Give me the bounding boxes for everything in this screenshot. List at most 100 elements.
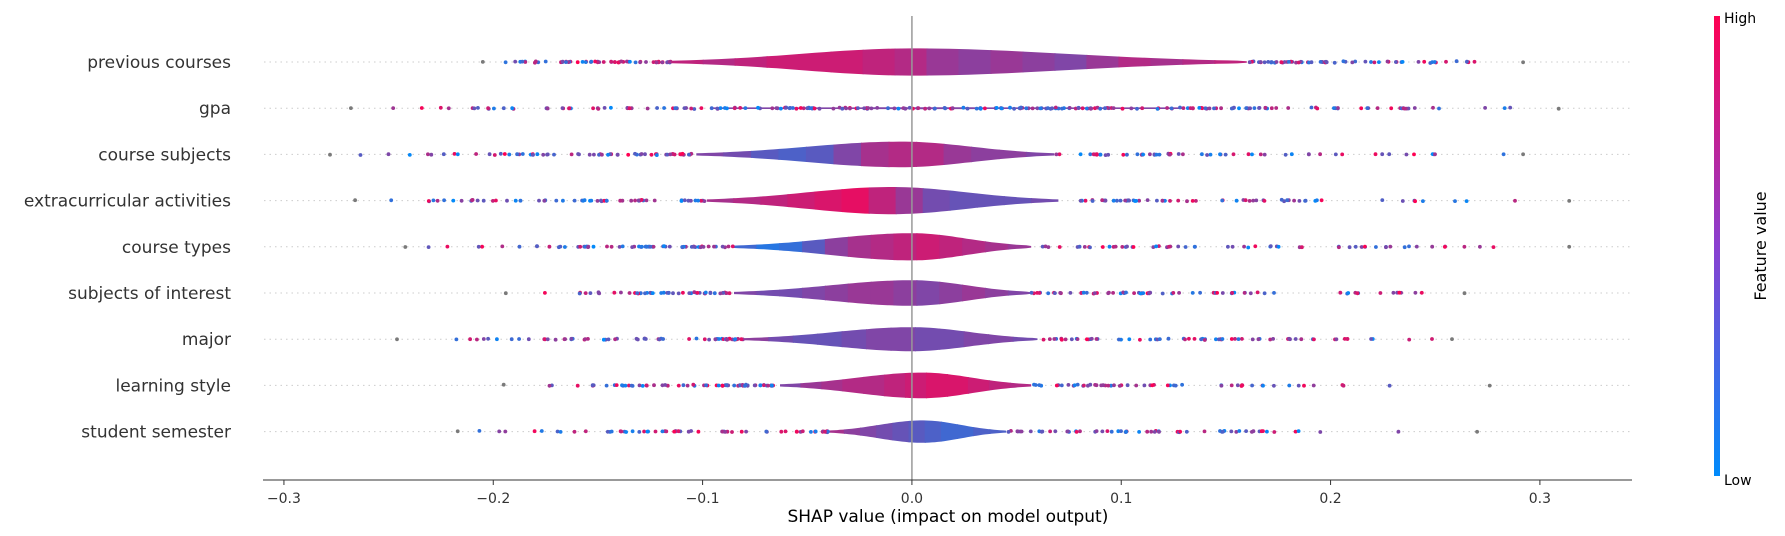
dot bbox=[923, 106, 927, 111]
dot bbox=[1293, 337, 1298, 341]
violin-segment bbox=[766, 48, 800, 76]
violin-segment bbox=[962, 280, 986, 306]
dot bbox=[654, 153, 659, 158]
x-tick-label: 0.3 bbox=[1529, 491, 1551, 507]
dot bbox=[723, 106, 727, 110]
dot bbox=[1431, 105, 1435, 110]
dot bbox=[1106, 383, 1111, 388]
dot bbox=[783, 106, 788, 110]
violin-segment bbox=[734, 280, 758, 306]
dot bbox=[542, 198, 547, 203]
dot bbox=[1388, 244, 1393, 249]
dot bbox=[1154, 244, 1158, 249]
dot bbox=[1262, 152, 1267, 157]
dot bbox=[1127, 337, 1132, 342]
dot bbox=[1078, 429, 1082, 434]
dot bbox=[1262, 291, 1267, 296]
dot bbox=[431, 198, 436, 203]
dot bbox=[732, 106, 737, 111]
violin-segment bbox=[734, 48, 768, 76]
dot bbox=[563, 245, 567, 249]
dot bbox=[896, 106, 901, 111]
dot bbox=[790, 106, 795, 110]
dot bbox=[1111, 291, 1115, 295]
feature-row: gpa bbox=[199, 99, 1632, 119]
dot bbox=[609, 429, 614, 434]
dot bbox=[692, 290, 697, 295]
dot bbox=[1160, 198, 1165, 203]
dot bbox=[653, 429, 658, 434]
dot bbox=[692, 107, 697, 111]
dot bbox=[563, 337, 567, 341]
dot bbox=[517, 244, 522, 249]
dot bbox=[1359, 245, 1364, 249]
dot bbox=[668, 152, 673, 157]
dot bbox=[892, 106, 897, 111]
violin-segment bbox=[1086, 48, 1120, 76]
dot bbox=[575, 60, 580, 65]
dot bbox=[575, 383, 580, 388]
dot bbox=[1185, 106, 1190, 110]
dot bbox=[1375, 106, 1380, 110]
dot bbox=[1369, 60, 1373, 64]
dot bbox=[1145, 429, 1150, 434]
dot bbox=[1567, 199, 1572, 203]
x-axis-label: SHAP value (impact on model output) bbox=[787, 507, 1108, 527]
dot bbox=[619, 59, 624, 64]
dot bbox=[682, 198, 687, 203]
dot bbox=[1251, 198, 1256, 203]
dot bbox=[651, 244, 656, 249]
dot bbox=[1202, 338, 1207, 342]
violin-segment bbox=[957, 420, 975, 443]
dot bbox=[1157, 337, 1162, 341]
dot bbox=[1422, 59, 1427, 64]
dot bbox=[721, 291, 726, 295]
dot bbox=[681, 383, 686, 388]
dot bbox=[701, 245, 706, 249]
violin-segment bbox=[1026, 141, 1055, 168]
violin-segment bbox=[723, 141, 752, 168]
dot bbox=[578, 244, 583, 249]
dot bbox=[1091, 152, 1096, 157]
dot bbox=[1300, 245, 1304, 250]
dot bbox=[1246, 152, 1251, 157]
dot bbox=[1120, 245, 1125, 249]
dot-cloud bbox=[328, 151, 1525, 158]
violin-segment bbox=[916, 280, 941, 306]
dot bbox=[442, 198, 446, 203]
dot bbox=[1372, 60, 1377, 65]
dot bbox=[1109, 429, 1114, 434]
dot bbox=[769, 383, 774, 388]
dot bbox=[1057, 245, 1062, 249]
violin-segment bbox=[922, 187, 951, 215]
dot bbox=[605, 244, 609, 249]
dot bbox=[1066, 429, 1070, 434]
dot bbox=[1332, 60, 1337, 65]
dot bbox=[1309, 60, 1314, 65]
dot bbox=[532, 429, 537, 434]
dot bbox=[491, 199, 495, 203]
dot bbox=[1251, 429, 1256, 434]
dot bbox=[679, 199, 684, 203]
dot bbox=[1261, 383, 1265, 388]
dot bbox=[1444, 59, 1448, 64]
dot bbox=[386, 152, 391, 157]
dot bbox=[589, 59, 594, 64]
violin-segment bbox=[1012, 327, 1038, 352]
dot bbox=[531, 153, 535, 157]
dot bbox=[886, 106, 890, 111]
dot bbox=[844, 106, 848, 111]
violin-segment bbox=[990, 48, 1024, 76]
dot bbox=[702, 337, 707, 342]
feature-label: learning style bbox=[115, 376, 231, 396]
dot bbox=[994, 106, 999, 110]
dot bbox=[1247, 60, 1252, 65]
dot bbox=[639, 198, 644, 202]
dot bbox=[526, 337, 531, 342]
dot bbox=[1157, 152, 1162, 157]
dot bbox=[472, 106, 477, 111]
dot bbox=[726, 244, 731, 249]
dot bbox=[389, 198, 394, 203]
dot bbox=[586, 244, 591, 249]
dot bbox=[1285, 198, 1290, 203]
